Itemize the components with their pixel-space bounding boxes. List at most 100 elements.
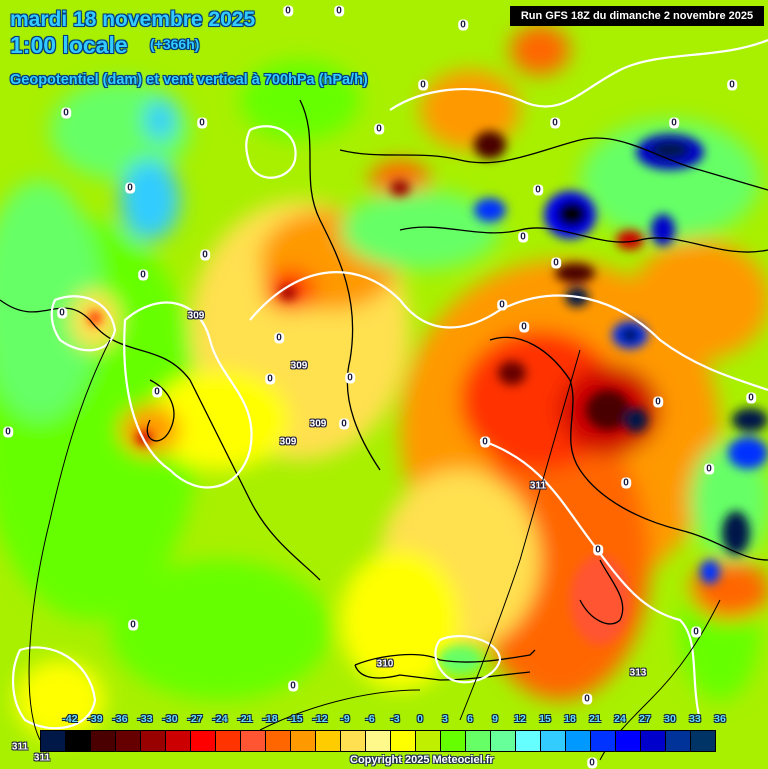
- geopotential-contour-label: 309: [290, 360, 308, 372]
- zero-line-label: 0: [128, 619, 138, 631]
- colorbar-swatch: [516, 731, 541, 751]
- geopotential-contour-label: 309: [309, 418, 327, 430]
- zero-line-label: 0: [533, 184, 543, 196]
- colorbar-swatch: [316, 731, 341, 751]
- colorbar-tick-label: 18: [564, 713, 576, 725]
- colorbar-tick-label: 12: [514, 713, 526, 725]
- zero-line-label: 0: [265, 373, 275, 385]
- colorbar-tick-label: -30: [162, 713, 178, 725]
- colorbar-swatch: [191, 731, 216, 751]
- geopotential-contour-label: 309: [187, 310, 205, 322]
- colorbar-tick-label: -18: [262, 713, 278, 725]
- colorbar-tick-label: 3: [442, 713, 448, 725]
- colorbar-swatch: [341, 731, 366, 751]
- zero-line-label: 0: [3, 426, 13, 438]
- colorbar-tick-label: 24: [614, 713, 626, 725]
- map-parameter-title: Geopotentiel (dam) et vent vertical à 70…: [10, 72, 368, 88]
- colorbar-tick-label: -3: [390, 713, 400, 725]
- geopotential-contour-label: 311: [33, 752, 51, 764]
- colorbar-swatch: [591, 731, 616, 751]
- colorbar-swatch: [116, 731, 141, 751]
- colorbar-swatch: [666, 731, 691, 751]
- colorbar-swatch: [241, 731, 266, 751]
- colorbar-tick-label: -9: [340, 713, 350, 725]
- colorbar-tick-label: 15: [539, 713, 551, 725]
- zero-line-label: 0: [582, 693, 592, 705]
- colorbar-tick-label: -24: [212, 713, 228, 725]
- zero-line-label: 0: [550, 117, 560, 129]
- colorbar-tick-label: -42: [62, 713, 78, 725]
- colorbar-swatch: [366, 731, 391, 751]
- zero-line-label: 0: [339, 418, 349, 430]
- copyright-text: Copyright 2025 Meteociel.fr: [350, 754, 494, 766]
- zero-line-label: 0: [691, 626, 701, 638]
- zero-line-label: 0: [200, 249, 210, 261]
- forecast-lead-time: (+366h): [150, 36, 200, 52]
- colorbar-swatch: [616, 731, 641, 751]
- colorbar-swatch: [66, 731, 91, 751]
- colorbar-tick-label: 21: [589, 713, 601, 725]
- zero-line-label: 0: [746, 392, 756, 404]
- colorbar-swatch: [691, 731, 715, 751]
- zero-line-label: 0: [274, 332, 284, 344]
- zero-line-label: 0: [727, 79, 737, 91]
- zero-line-label: 0: [125, 182, 135, 194]
- forecast-date: mardi 18 novembre 2025: [10, 8, 256, 31]
- colorbar-swatch: [266, 731, 291, 751]
- colorbar-tick-label: 0: [417, 713, 423, 725]
- zero-line-label: 0: [138, 269, 148, 281]
- zero-line-label: 0: [197, 117, 207, 129]
- geopotential-contour-label: 311: [529, 480, 547, 492]
- colorbar-swatch: [416, 731, 441, 751]
- colorbar-legend: [40, 730, 716, 752]
- colorbar-tick-label: -15: [287, 713, 303, 725]
- colorbar-tick-label: -27: [187, 713, 203, 725]
- zero-line-label: 0: [283, 5, 293, 17]
- zero-line-label: 0: [653, 396, 663, 408]
- zero-line-label: 0: [374, 123, 384, 135]
- zero-line-label: 0: [621, 477, 631, 489]
- colorbar-tick-label: -12: [312, 713, 328, 725]
- zero-line-label: 0: [593, 544, 603, 556]
- zero-line-label: 0: [519, 321, 529, 333]
- colorbar-tick-label: 33: [689, 713, 701, 725]
- zero-line-label: 0: [587, 757, 597, 769]
- colorbar-tick-label: 27: [639, 713, 651, 725]
- zero-line-label: 0: [458, 19, 468, 31]
- geopotential-contour-label: 310: [376, 658, 394, 670]
- colorbar-tick-label: 30: [664, 713, 676, 725]
- zero-line-label: 0: [345, 372, 355, 384]
- colorbar-swatch: [91, 731, 116, 751]
- colorbar-tick-label: 36: [714, 713, 726, 725]
- geopotential-contour-label: 309: [279, 436, 297, 448]
- colorbar-tick-label: -21: [237, 713, 253, 725]
- colorbar-tick-label: 9: [492, 713, 498, 725]
- colorbar-swatch: [166, 731, 191, 751]
- zero-line-label: 0: [518, 231, 528, 243]
- colorbar-swatch: [541, 731, 566, 751]
- colorbar-tick-label: -36: [112, 713, 128, 725]
- colorbar-swatch: [216, 731, 241, 751]
- colorbar-swatch: [491, 731, 516, 751]
- colorbar-swatch: [391, 731, 416, 751]
- zero-line-label: 0: [480, 436, 490, 448]
- geopotential-contour-label: 311: [11, 741, 29, 753]
- model-run-label: Run GFS 18Z du dimanche 2 novembre 2025: [510, 6, 764, 26]
- zero-line-label: 0: [61, 107, 71, 119]
- zero-line-label: 0: [669, 117, 679, 129]
- colorbar-swatch: [466, 731, 491, 751]
- colorbar-tick-label: -39: [87, 713, 103, 725]
- colorbar-swatch: [41, 731, 66, 751]
- zero-line-label: 0: [152, 386, 162, 398]
- colorbar-swatch: [566, 731, 591, 751]
- zero-line-label: 0: [334, 5, 344, 17]
- colorbar-labels: -42 -39 -36 -33 -30 -27 -24 -21 -18 -15 -12 -9 -6 -3 0…: [40, 713, 740, 727]
- colorbar-tick-label: 6: [467, 713, 473, 725]
- colorbar-tick-label: -33: [137, 713, 153, 725]
- colorbar-swatch: [641, 731, 666, 751]
- geopotential-contour-label: 313: [629, 667, 647, 679]
- colorbar-swatch: [141, 731, 166, 751]
- zero-line-label: 0: [704, 463, 714, 475]
- zero-line-label: 0: [418, 79, 428, 91]
